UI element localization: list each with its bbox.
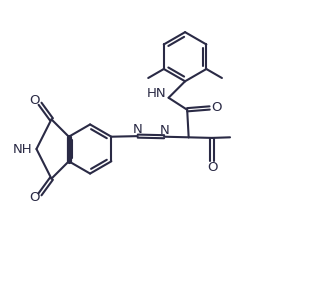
- Text: N: N: [132, 123, 142, 136]
- Text: HN: HN: [146, 87, 166, 100]
- Text: O: O: [211, 101, 222, 114]
- Text: NH: NH: [13, 142, 33, 156]
- Text: O: O: [29, 191, 40, 204]
- Text: O: O: [207, 161, 218, 174]
- Text: O: O: [29, 94, 40, 107]
- Text: N: N: [160, 124, 169, 137]
